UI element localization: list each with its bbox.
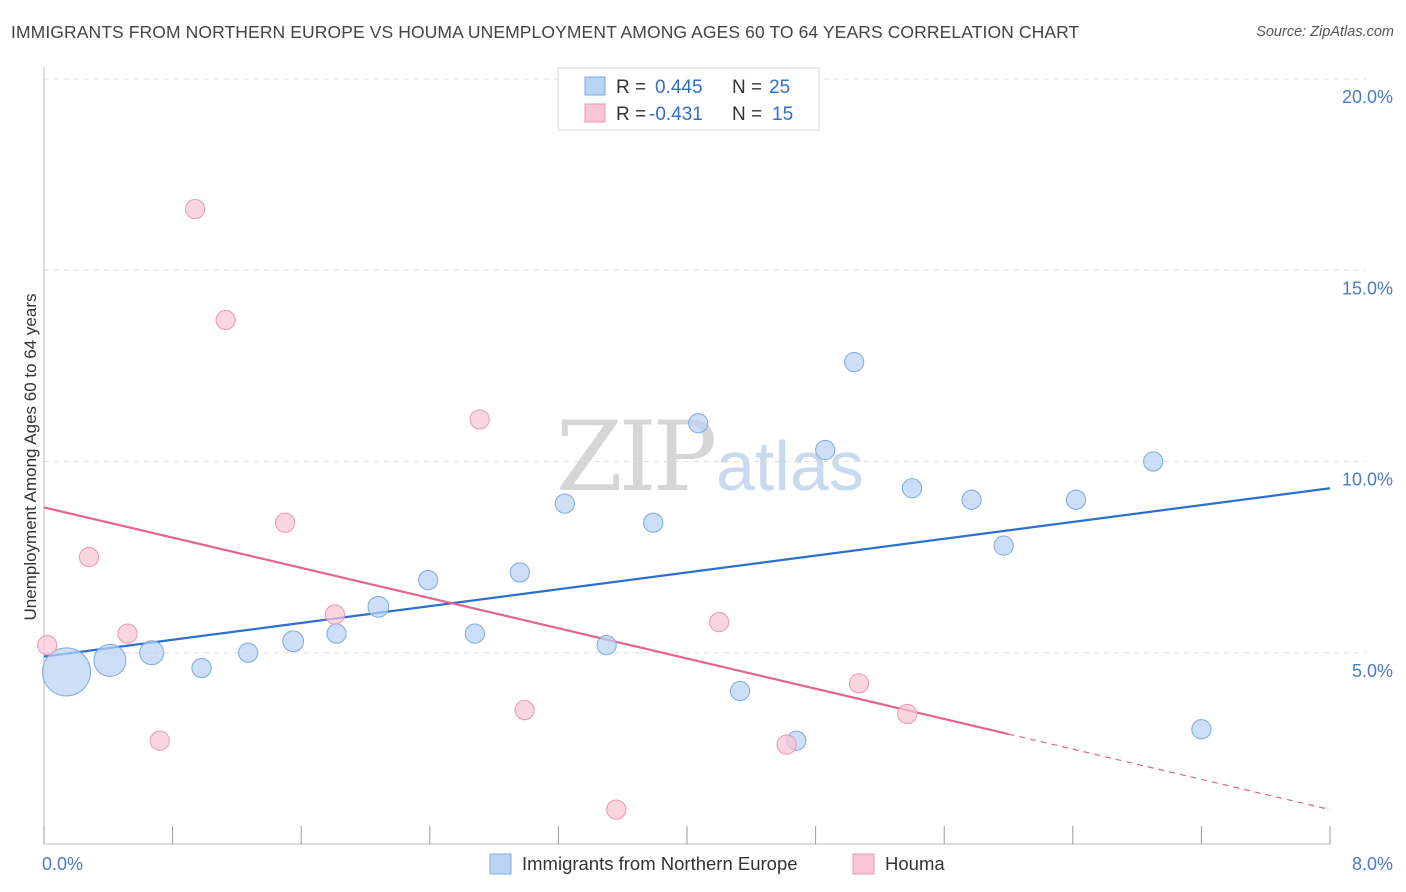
point-pink — [776, 734, 797, 755]
chart-title: IMMIGRANTS FROM NORTHERN EUROPE VS HOUMA… — [11, 22, 1080, 42]
point-pink — [897, 703, 918, 725]
stats-legend-r-label-blue: R = — [616, 77, 646, 98]
series-legend: Immigrants from Northern Europe Houma — [489, 853, 945, 875]
data-points — [37, 198, 1212, 820]
point-pink — [514, 700, 535, 721]
point-blue — [464, 623, 485, 644]
axes — [43, 67, 1331, 845]
point-pink — [324, 604, 346, 625]
x-tick-label: 0.0% — [42, 854, 83, 874]
point-blue — [139, 640, 165, 666]
stats-legend-r-value-blue: 0.445 — [655, 77, 703, 98]
stats-legend-n-value-blue: 25 — [769, 77, 790, 98]
legend-swatch-immigrants — [489, 853, 512, 875]
point-pink — [149, 730, 170, 751]
point-blue — [238, 642, 259, 663]
point-blue — [42, 647, 92, 697]
point-pink — [848, 673, 870, 694]
stats-legend: R = 0.445 N = 25 R = -0.431 N = 15 — [557, 67, 820, 131]
stats-legend-swatch-blue — [584, 76, 606, 96]
stats-legend-n-label-blue: N = — [732, 77, 762, 98]
y-tick-label: 5.0% — [1352, 661, 1393, 681]
point-pink — [469, 409, 490, 430]
point-blue — [554, 493, 575, 514]
point-pink — [185, 198, 206, 220]
gridlines — [44, 78, 1366, 654]
y-tick-label: 15.0% — [1342, 278, 1393, 298]
legend-label-immigrants: Immigrants from Northern Europe — [522, 853, 798, 874]
watermark: ZIP atlas — [556, 401, 864, 513]
point-blue — [367, 595, 390, 618]
point-pink — [709, 612, 730, 633]
point-blue — [596, 635, 617, 656]
point-blue — [643, 512, 664, 533]
watermark-atlas: atlas — [716, 427, 864, 505]
point-pink — [275, 512, 296, 533]
point-blue — [326, 623, 347, 644]
point-blue — [418, 569, 439, 591]
point-blue — [282, 630, 305, 653]
point-blue — [729, 680, 751, 702]
point-blue — [993, 535, 1014, 556]
point-blue — [93, 643, 127, 677]
point-blue — [901, 478, 923, 499]
trend-lines — [43, 487, 1331, 811]
tick-labels: 5.0% 10.0% 15.0% 20.0% 0.0% 8.0% — [42, 87, 1393, 874]
point-pink — [37, 635, 58, 656]
point-blue — [815, 439, 836, 461]
chart-source: Source: ZipAtlas.com — [1256, 24, 1394, 40]
y-tick-label: 20.0% — [1342, 87, 1393, 107]
trend-line-extension-pink — [1008, 733, 1331, 811]
point-blue — [688, 413, 709, 434]
point-blue — [1143, 451, 1164, 472]
y-tick-label: 10.0% — [1342, 470, 1393, 490]
point-blue — [1065, 489, 1087, 510]
trend-line-pink — [43, 506, 1009, 736]
trend-line-blue — [43, 487, 1331, 658]
point-blue — [844, 351, 865, 373]
point-blue — [509, 562, 530, 583]
y-axis-title: Unemployment Among Ages 60 to 64 years — [21, 294, 40, 621]
legend-label-houma: Houma — [885, 853, 945, 874]
legend-swatch-houma — [852, 853, 875, 875]
stats-legend-n-label-pink: N = — [732, 104, 762, 125]
point-blue — [1191, 719, 1212, 740]
stats-legend-swatch-pink — [584, 103, 606, 123]
point-blue — [191, 657, 212, 679]
point-pink — [215, 309, 236, 331]
x-tick-label: 8.0% — [1352, 854, 1393, 874]
point-blue — [961, 489, 982, 510]
point-pink — [78, 547, 100, 568]
stats-legend-n-value-pink: 15 — [772, 104, 793, 125]
point-pink — [606, 799, 627, 820]
stats-legend-r-label-pink: R = — [616, 104, 646, 125]
stats-legend-r-value-pink: -0.431 — [649, 104, 703, 125]
point-pink — [117, 623, 138, 644]
